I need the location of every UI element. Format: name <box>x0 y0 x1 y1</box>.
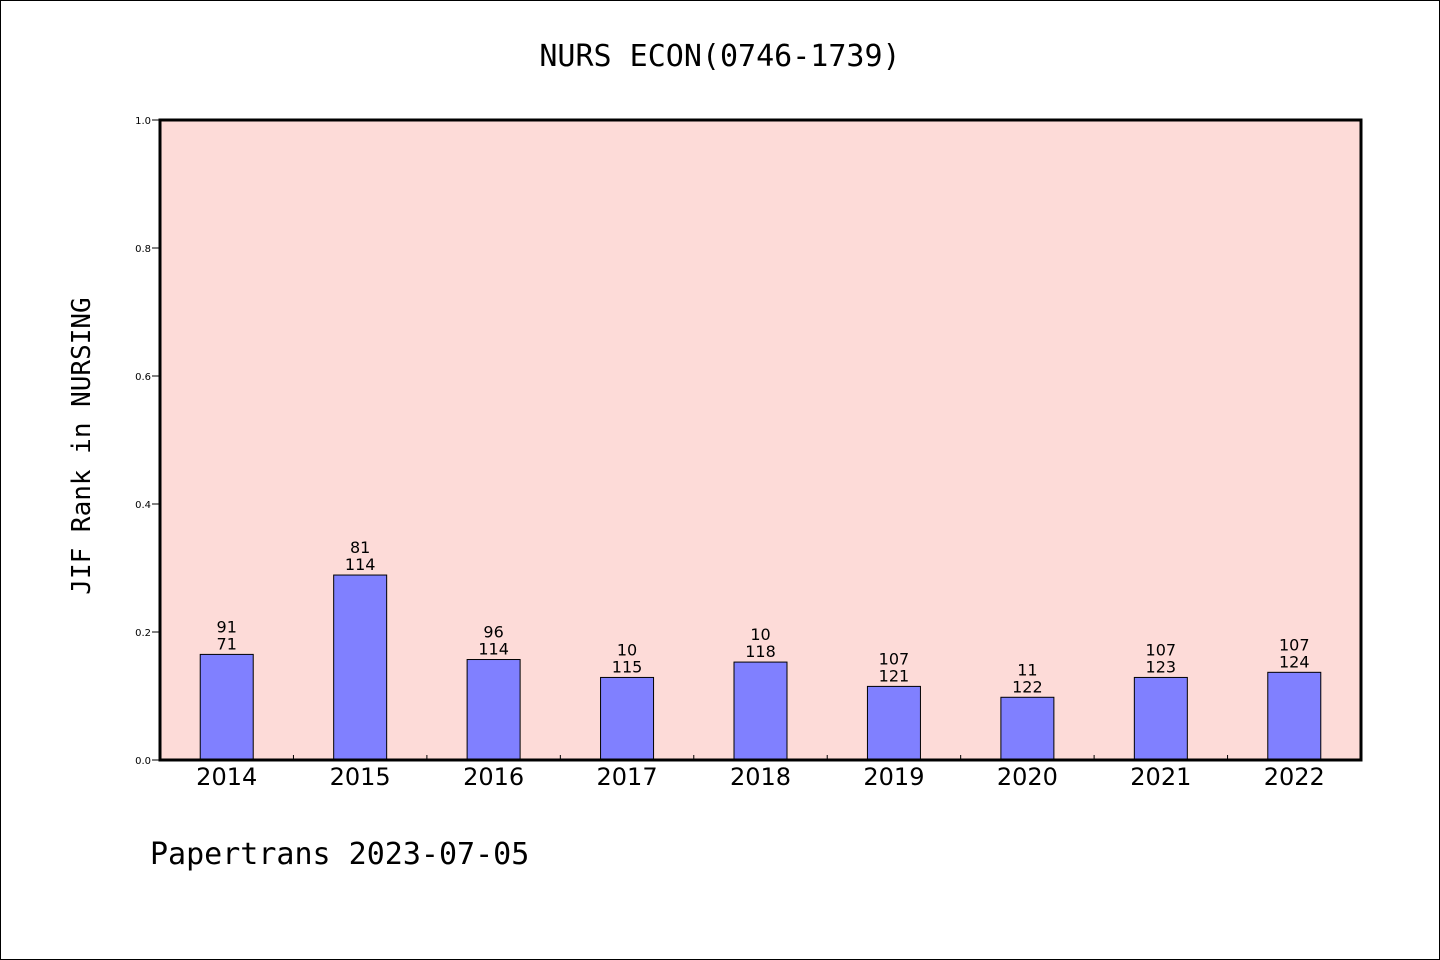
bar-total-label-2019: 121 <box>879 666 910 685</box>
bar-2016 <box>466 659 521 761</box>
bar-2019 <box>866 685 921 761</box>
bar-2020 <box>1000 696 1055 761</box>
y-tick-label-0.8: 0.8 <box>135 244 151 255</box>
bar-rank-label-2021: 107 <box>1146 640 1177 659</box>
y-tick-label-0.2: 0.2 <box>135 628 151 639</box>
y-tick-label-0.6: 0.6 <box>135 372 151 383</box>
bar-rank-label-2020: 11 <box>1017 660 1037 679</box>
bar-rank-label-2018: 10 <box>750 625 770 644</box>
bar-total-label-2017: 115 <box>612 657 643 676</box>
x-tick-label-2014: 2014 <box>196 763 257 791</box>
x-tick-label-2019: 2019 <box>863 763 924 791</box>
plot-border <box>158 118 1363 762</box>
bar-rank-label-2016: 96 <box>483 623 503 642</box>
bar-2017 <box>600 676 655 761</box>
x-tick-label-2021: 2021 <box>1130 763 1191 791</box>
bar-rank-label-2019: 107 <box>879 649 910 668</box>
x-axis: 2014 2015 2016 2017 2018 2019 2020 2021 2022 <box>196 755 1325 791</box>
x-tick-label-2018: 2018 <box>730 763 791 791</box>
x-tick-label-2020: 2020 <box>997 763 1058 791</box>
x-tick-label-2022: 2022 <box>1264 763 1325 791</box>
y-tick-label-0.0: 0.0 <box>135 756 151 767</box>
chart-title: NURS ECON(0746-1739) <box>539 39 900 74</box>
footer-watermark: Papertrans 2023-07-05 <box>150 837 529 872</box>
bar-total-label-2020: 122 <box>1012 677 1043 696</box>
y-tick-label-1.0: 1.0 <box>135 116 151 127</box>
bar-2018 <box>733 661 788 761</box>
bar-2021 <box>1133 676 1188 761</box>
y-tick-label-0.4: 0.4 <box>135 500 151 511</box>
bar-total-label-2022: 124 <box>1279 652 1310 671</box>
x-tick-label-2016: 2016 <box>463 763 524 791</box>
bar-total-label-2015: 114 <box>345 555 376 574</box>
y-axis: 0.0 0.2 0.4 0.6 0.8 1.0 <box>135 116 160 767</box>
y-axis-label: JIF Rank in NURSING <box>67 297 97 594</box>
bar-rank-label-2014: 91 <box>217 617 237 636</box>
bar-total-label-2014: 71 <box>217 634 237 653</box>
bar-rank-label-2017: 10 <box>617 640 637 659</box>
bar-total-label-2018: 118 <box>745 642 776 661</box>
bar-2014 <box>199 653 254 761</box>
x-tick-label-2015: 2015 <box>330 763 391 791</box>
bar-2015 <box>333 574 388 761</box>
bar-2022 <box>1267 671 1322 761</box>
x-tick-label-2017: 2017 <box>597 763 658 791</box>
bar-series <box>199 574 1322 761</box>
bar-total-label-2016: 114 <box>478 640 509 659</box>
bar-rank-label-2022: 107 <box>1279 635 1310 654</box>
bar-total-label-2021: 123 <box>1146 657 1177 676</box>
bar-rank-label-2015: 81 <box>350 538 370 557</box>
